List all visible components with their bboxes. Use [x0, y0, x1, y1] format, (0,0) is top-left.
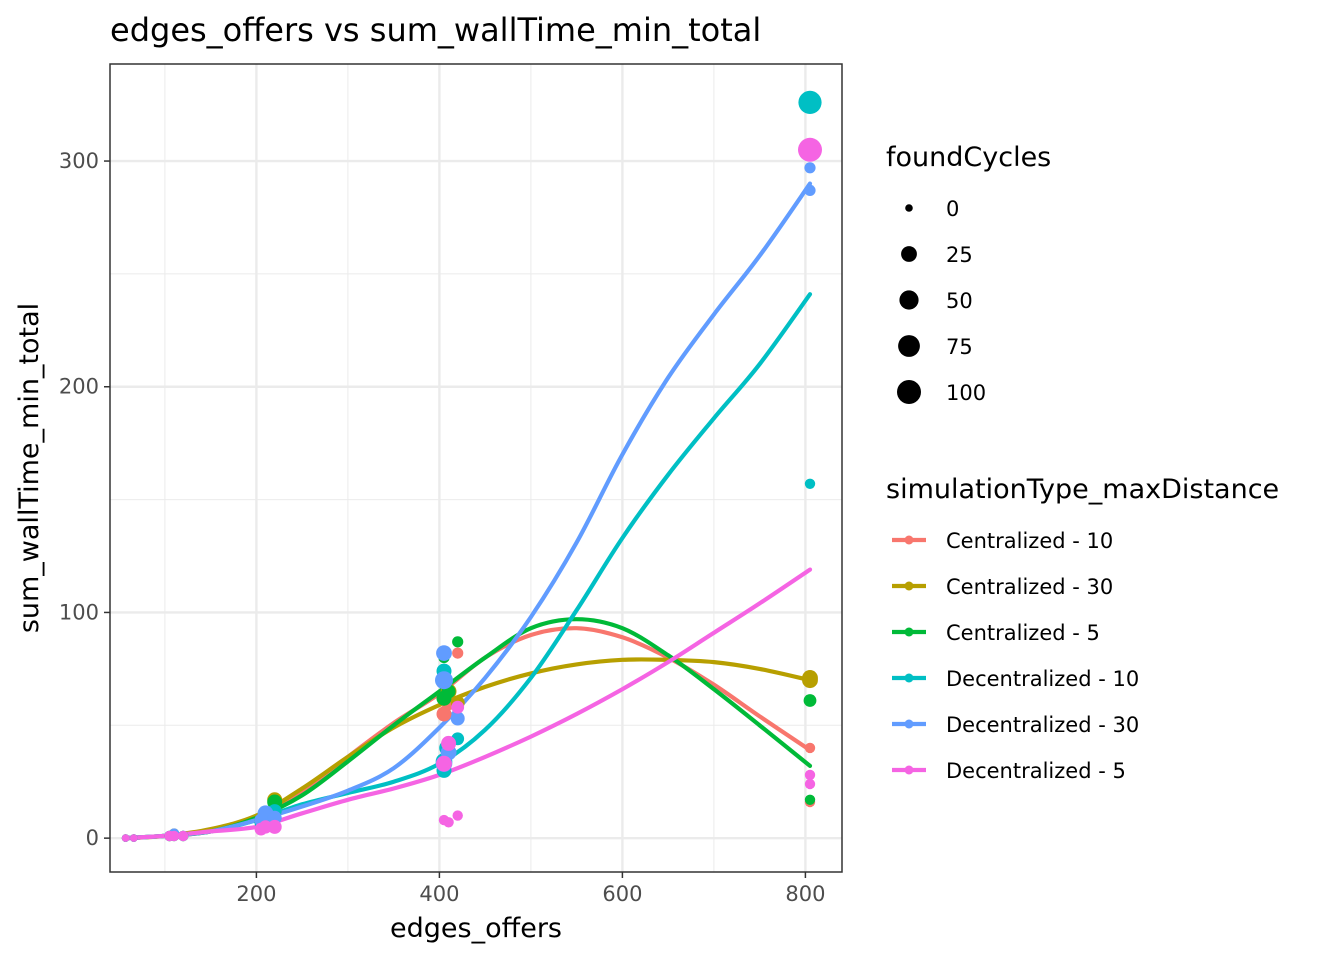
point-centralized-30 [802, 670, 818, 686]
y-axis-label: sum_wallTime_min_total [14, 303, 45, 633]
color-legend-dot [904, 627, 914, 637]
x-tick-label: 400 [419, 882, 459, 906]
point-decentralized-5 [121, 834, 130, 842]
x-tick-label: 800 [785, 882, 825, 906]
point-decentralized-5 [451, 700, 465, 714]
size-legend-key [905, 204, 913, 212]
trend-line-decentralized-30 [123, 181, 813, 841]
color-legend-label: Decentralized - 30 [946, 713, 1139, 737]
color-legend-label: Decentralized - 5 [946, 759, 1126, 783]
point-centralized-10 [436, 706, 452, 722]
color-legend-label: Centralized - 5 [946, 621, 1100, 645]
point-centralized-10 [804, 742, 816, 754]
size-legend-label: 25 [946, 243, 973, 267]
point-decentralized-30 [435, 671, 453, 690]
x-tick-label: 200 [236, 882, 276, 906]
x-tick-label: 600 [602, 882, 642, 906]
y-tick-label: 100 [59, 600, 99, 624]
size-legend-title: foundCycles [886, 142, 1051, 173]
size-legend-key [897, 380, 921, 404]
data-points [121, 90, 822, 842]
grid [110, 64, 842, 872]
color-legend-label: Centralized - 30 [946, 575, 1113, 599]
point-decentralized-5 [452, 810, 463, 821]
trend-lines [123, 181, 813, 841]
trend-line-decentralized-5 [123, 567, 813, 841]
point-decentralized-5 [436, 755, 452, 772]
point-decentralized-5 [130, 834, 138, 842]
x-axis-ticks: 200 400 600 800 [236, 872, 825, 906]
plot-border [109, 63, 843, 873]
point-centralized-5 [804, 794, 816, 805]
point-centralized-5 [452, 636, 464, 648]
point-decentralized-30 [450, 711, 465, 726]
point-centralized-5 [803, 694, 817, 707]
size-legend: foundCycles 0 25 50 75 100 [886, 142, 1051, 405]
color-legend-title: simulationType_maxDistance [886, 474, 1279, 505]
color-legend-label: Centralized - 10 [946, 529, 1113, 553]
chart-title: edges_offers vs sum_wallTime_min_total [110, 11, 761, 49]
point-decentralized-5 [267, 819, 282, 834]
color-legend-dot [904, 535, 914, 545]
color-legend-dot [904, 765, 914, 775]
x-axis-label: edges_offers [390, 913, 562, 944]
point-decentralized-5 [168, 830, 180, 842]
color-legend-dot [904, 719, 914, 729]
color-legend: simulationType_maxDistance Centralized -… [886, 474, 1279, 783]
size-legend-key [898, 335, 920, 357]
size-legend-label: 0 [946, 197, 959, 221]
point-decentralized-5 [443, 817, 454, 828]
point-decentralized-5 [804, 769, 816, 781]
y-tick-label: 0 [86, 826, 99, 850]
y-axis-ticks: 0 100 200 300 [59, 149, 110, 850]
point-decentralized-30 [804, 162, 816, 174]
size-legend-label: 50 [946, 289, 973, 313]
plot-panel [110, 64, 842, 872]
point-decentralized-5 [804, 778, 816, 790]
point-decentralized-5 [798, 137, 822, 162]
y-tick-label: 300 [59, 149, 99, 173]
point-centralized-10 [452, 647, 464, 659]
point-decentralized-10 [798, 90, 822, 114]
color-legend-label: Decentralized - 10 [946, 667, 1139, 691]
point-decentralized-5 [178, 830, 189, 842]
color-legend-dot [904, 581, 914, 591]
point-decentralized-5 [441, 735, 457, 751]
point-decentralized-30 [804, 184, 816, 196]
size-legend-key [899, 290, 919, 310]
size-legend-label: 75 [946, 335, 973, 359]
color-legend-dot [904, 673, 914, 683]
size-legend-label: 100 [946, 381, 986, 405]
point-decentralized-30 [436, 645, 452, 661]
y-tick-label: 200 [59, 375, 99, 399]
point-decentralized-10 [804, 478, 816, 489]
size-legend-key [901, 246, 917, 262]
